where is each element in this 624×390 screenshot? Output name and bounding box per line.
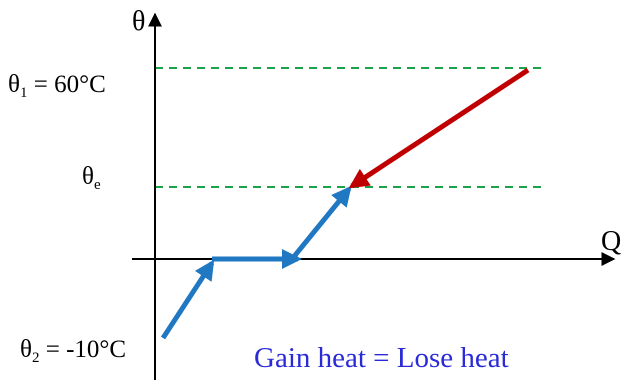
thetae-symbol: θ xyxy=(82,163,94,190)
theta2-symbol: θ xyxy=(20,336,32,363)
theta2-value: = -10°C xyxy=(39,336,126,363)
heating-arrow-1 xyxy=(160,259,215,340)
theta1-symbol: θ xyxy=(8,71,20,98)
y-axis-label: θ xyxy=(132,6,145,37)
heating-arrow-3 xyxy=(290,185,352,261)
theta1-label: θ1 = 60°C xyxy=(8,71,106,101)
thetae-label: θe xyxy=(82,163,101,193)
energy-balance-caption: Gain heat = Lose heat xyxy=(254,342,509,374)
x-axis-label: Q xyxy=(601,226,621,257)
theta2-label: θ2 = -10°C xyxy=(20,336,126,366)
theta1-value: = 60°C xyxy=(27,71,105,98)
thetae-subscript: e xyxy=(94,177,101,193)
cooling-arrow xyxy=(348,67,530,189)
theta2-subscript: 2 xyxy=(32,350,40,366)
theta1-subscript: 1 xyxy=(20,85,28,101)
